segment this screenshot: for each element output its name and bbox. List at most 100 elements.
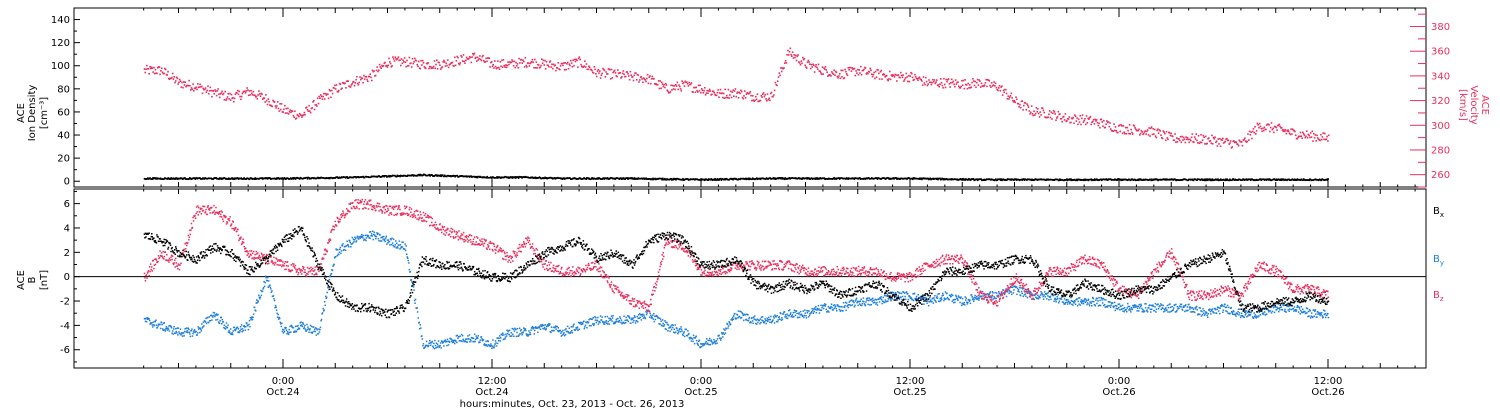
by-point <box>714 341 716 344</box>
by-point <box>483 343 486 345</box>
velocity-point <box>331 92 334 95</box>
velocity-point <box>929 81 932 83</box>
velocity-point <box>1164 139 1167 142</box>
by-point <box>702 345 704 347</box>
velocity-point <box>902 74 904 76</box>
velocity-point <box>523 60 525 63</box>
by-point <box>793 315 795 318</box>
by-point <box>378 240 380 242</box>
by-point <box>647 309 650 312</box>
velocity-point <box>626 71 629 73</box>
by-point <box>360 236 362 239</box>
velocity-point <box>571 66 574 68</box>
velocity-point <box>588 66 591 68</box>
by-point <box>246 324 249 326</box>
by-point <box>257 300 259 302</box>
by-point <box>832 304 835 307</box>
by-point <box>230 333 233 335</box>
density-point <box>1217 178 1219 180</box>
by-point <box>547 324 549 326</box>
by-point <box>620 321 622 324</box>
velocity-point <box>727 88 730 91</box>
by-point <box>355 240 358 242</box>
by-point <box>667 330 669 332</box>
velocity-point <box>786 54 788 56</box>
by-point <box>246 322 248 324</box>
by-point <box>175 330 177 333</box>
velocity-point <box>1248 139 1250 141</box>
by-point <box>442 341 444 343</box>
by-point <box>434 339 436 342</box>
by-point <box>861 302 864 305</box>
velocity-point <box>177 83 179 85</box>
density-point <box>1082 179 1085 182</box>
by-point <box>226 326 229 329</box>
by-point <box>827 305 830 308</box>
density-point <box>783 177 785 180</box>
velocity-point <box>1262 127 1264 130</box>
velocity-point <box>370 76 372 79</box>
velocity-point <box>228 98 230 100</box>
velocity-point <box>515 61 517 64</box>
by-point <box>239 329 241 332</box>
velocity-point <box>1050 111 1053 114</box>
by-point <box>716 342 718 344</box>
by-point <box>187 327 190 329</box>
velocity-point <box>837 77 839 79</box>
by-point <box>775 316 777 318</box>
velocity-point <box>399 59 401 61</box>
velocity-point <box>369 73 371 75</box>
velocity-point <box>868 71 871 73</box>
velocity-point <box>679 85 681 88</box>
by-point <box>260 289 262 292</box>
by-point <box>489 345 492 348</box>
by-point <box>705 340 707 343</box>
velocity-point <box>1022 109 1024 111</box>
velocity-point <box>1128 132 1130 135</box>
velocity-point <box>218 93 220 95</box>
by-point <box>776 321 779 323</box>
by-point <box>177 327 180 329</box>
velocity-point <box>442 61 444 63</box>
by-point <box>824 305 826 307</box>
by-point <box>584 324 587 326</box>
velocity-point <box>1115 130 1118 132</box>
by-point <box>829 306 831 309</box>
by-point <box>782 313 785 315</box>
velocity-point <box>900 74 903 77</box>
by-point <box>450 340 453 343</box>
by-point <box>562 329 564 332</box>
by-point <box>771 321 773 323</box>
velocity-point <box>1117 131 1119 134</box>
velocity-point <box>682 81 685 84</box>
velocity-point <box>659 80 661 82</box>
by-point <box>845 302 848 304</box>
velocity-point <box>816 68 819 70</box>
velocity-point <box>541 62 544 64</box>
by-point <box>700 345 703 348</box>
velocity-point <box>188 79 190 82</box>
velocity-point <box>434 67 436 70</box>
by-point <box>594 316 596 318</box>
by-point <box>561 334 564 336</box>
velocity-point <box>1265 128 1267 131</box>
velocity-point <box>1183 138 1186 141</box>
by-point <box>258 294 260 297</box>
by-point <box>741 313 744 315</box>
by-point <box>293 331 295 333</box>
by-point <box>785 315 787 318</box>
velocity-point <box>1296 137 1299 140</box>
velocity-point <box>206 89 208 92</box>
by-point <box>181 335 184 337</box>
by-point <box>554 325 557 327</box>
by-point <box>583 327 586 330</box>
by-point <box>317 333 320 335</box>
by-point <box>280 323 282 325</box>
velocity-point <box>353 84 356 87</box>
by-point <box>187 331 189 334</box>
velocity-point <box>1080 123 1082 126</box>
velocity-point <box>380 67 382 69</box>
by-point <box>445 340 448 343</box>
velocity-point <box>780 67 782 69</box>
by-point <box>746 319 749 322</box>
